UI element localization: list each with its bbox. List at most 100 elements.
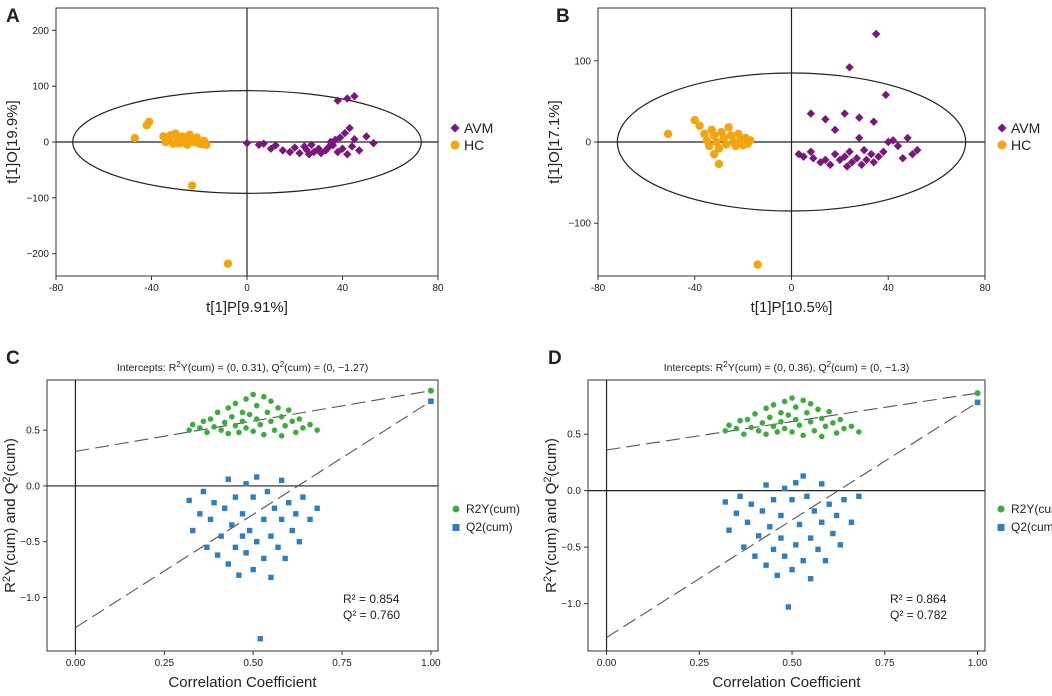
hc-circle-marker [130,133,139,143]
r2y-point [253,416,260,422]
r2y-point [314,427,320,433]
q2-point [767,524,773,530]
x-tick-label: 0.00 [597,658,617,669]
avm-diamond-marker [867,149,876,159]
r2y-point [781,398,788,405]
q2-point [770,496,777,503]
x-tick-label: 0.75 [875,658,895,669]
r2y-point [207,416,214,422]
y-tick-label: 0 [43,138,49,149]
legend-label: HC [1011,137,1031,153]
x-tick-label: 0.25 [690,658,710,669]
r2y-point [214,409,221,416]
r2y-point [752,411,758,417]
q2-point [789,496,795,503]
y-tick-label: 100 [32,82,49,93]
q2-point [307,516,313,523]
y-tick-label: 100 [574,56,591,67]
x-tick-label: -40 [144,283,159,294]
x-tick-label: 0.50 [243,658,263,669]
q2-point [278,516,285,523]
avm-diamond-marker [826,160,835,169]
q2-point [804,493,810,500]
r2y-point [250,391,256,398]
r2y-point [811,428,818,434]
r2y-point [815,406,821,413]
q2-regression-line [75,400,432,629]
hc-circle-marker [663,129,673,139]
hc-circle-marker [753,260,762,269]
q2-point [222,505,228,511]
x-tick-label: 1.00 [421,658,441,669]
y-label-superscript: 2 [542,476,554,482]
q2-point [243,481,249,487]
x-tick-label: 1.00 [968,658,988,669]
original-r2y-point [427,387,434,394]
y-axis-label: t[1]O[17.1%] [546,100,563,183]
avm-diamond-marker [809,154,818,163]
avm-diamond-marker [369,138,378,148]
q2-point [841,496,847,503]
q2-point [833,512,840,519]
legend-r2y-marker [452,505,460,513]
avm-diamond-marker [355,146,364,155]
hc-circle-marker [185,137,194,147]
r2y-point [250,428,256,435]
q2-point [300,494,306,500]
q2-point [250,566,256,573]
r2y-point [792,404,799,410]
q2-point [257,636,263,642]
r2y-point [232,400,239,407]
avm-diamond-marker [290,143,299,152]
hc-circle-marker [721,140,731,149]
x-tick-label: -80 [49,283,64,294]
r2-annotation: R² = 0.864 [890,592,947,606]
avm-diamond-marker [881,90,891,100]
q2-point [793,542,799,548]
r2y-point [763,431,769,438]
q2-point [763,482,769,488]
r2y-point [221,419,228,426]
r2y-point [737,417,743,424]
r2-annotation: R² = 0.854 [343,592,400,606]
y-label-part: (cum) [543,438,560,476]
r2y-point [778,418,784,425]
q2-point [200,488,207,495]
y-tick-label: 0 [585,138,591,149]
title-part: Intercepts: R [117,362,177,374]
q2-regression-line [606,401,978,638]
q2-point [214,552,221,558]
avm-diamond-marker [842,162,852,171]
legend-r2y-marker [997,505,1005,513]
avm-diamond-marker [242,138,252,148]
legend-label: R2Y(cum) [1011,502,1052,516]
r2y-point [285,407,292,413]
hc-circle-marker [746,136,755,145]
q2-point [778,512,784,519]
q2-point [289,527,295,534]
r2y-point [189,421,196,428]
avm-diamond-marker [845,147,854,156]
r2y-point [268,398,274,404]
x-tick-label: -40 [688,283,703,294]
x-tick-label: 0.25 [155,658,175,669]
r2y-point [243,425,249,431]
legend-hc-marker [997,140,1007,150]
x-tick-label: 0 [244,283,250,294]
hc-circle-marker [712,137,721,147]
q2-point [815,546,821,553]
r2y-point [275,405,281,411]
title-superscript: 2 [723,360,728,369]
r2y-point [204,429,210,436]
y-tick-label: −200 [26,249,49,260]
q2-point [856,493,862,500]
r2y-point [300,425,306,431]
q2-point [826,501,832,507]
r2y-point [253,402,260,409]
panel-label: B [556,6,570,27]
avm-diamond-marker [898,154,907,163]
panel-label: C [6,348,20,369]
q2-point [190,527,196,534]
q2-point [789,567,795,573]
r2y-point [257,421,264,428]
